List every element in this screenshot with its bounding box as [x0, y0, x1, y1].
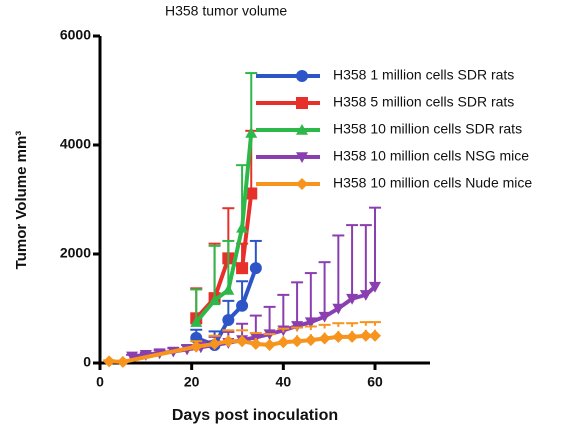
- marker: [346, 293, 359, 305]
- marker: [304, 317, 317, 329]
- marker: [126, 351, 139, 363]
- y-tick-label: 0: [83, 354, 91, 370]
- marker: [318, 311, 331, 323]
- marker: [236, 221, 249, 233]
- marker: [116, 355, 129, 368]
- marker: [277, 336, 290, 349]
- marker: [296, 152, 308, 163]
- marker: [291, 335, 304, 348]
- series-line: [109, 333, 375, 364]
- marker: [263, 339, 276, 352]
- marker: [296, 178, 308, 190]
- x-tick-label: 60: [367, 374, 383, 390]
- y-tick-label: 4000: [60, 136, 91, 152]
- marker: [222, 283, 235, 295]
- legend-label: H358 10 million cells Nude mice: [333, 175, 532, 191]
- y-axis-label: Tumor Volume mm³: [13, 131, 30, 270]
- marker: [296, 70, 308, 82]
- chart-title: H358 tumor volume: [165, 3, 287, 19]
- marker: [296, 124, 308, 135]
- x-tick-label: 20: [184, 374, 200, 390]
- x-tick-label: 0: [96, 374, 104, 390]
- y-tick-label: 2000: [60, 245, 91, 261]
- legend-label: H358 10 million cells NSG mice: [333, 148, 529, 164]
- marker: [296, 97, 308, 109]
- marker: [249, 337, 262, 350]
- x-tick-label: 40: [276, 374, 292, 390]
- marker: [369, 329, 381, 342]
- marker: [208, 337, 221, 350]
- marker: [222, 313, 235, 326]
- legend-label: H358 10 million cells SDR rats: [333, 121, 522, 137]
- marker: [245, 127, 258, 138]
- marker: [236, 335, 249, 348]
- legend-label: H358 5 million cells SDR rats: [333, 94, 514, 110]
- y-tick-label: 6000: [60, 27, 91, 43]
- marker: [249, 262, 262, 275]
- x-axis-label: Days post inoculation: [172, 407, 338, 424]
- marker: [291, 321, 304, 332]
- marker: [190, 340, 203, 353]
- marker: [245, 187, 258, 200]
- marker: [359, 290, 372, 301]
- marker: [346, 330, 359, 343]
- marker: [332, 330, 345, 343]
- marker: [190, 316, 203, 327]
- marker: [103, 355, 116, 368]
- marker: [208, 294, 221, 306]
- marker: [304, 334, 317, 347]
- marker: [222, 335, 235, 348]
- marker: [236, 299, 249, 312]
- marker: [236, 262, 249, 275]
- marker: [359, 329, 372, 342]
- marker: [332, 303, 345, 315]
- marker: [369, 281, 381, 293]
- legend-label: H358 1 million cells SDR rats: [333, 67, 514, 83]
- marker: [318, 332, 331, 345]
